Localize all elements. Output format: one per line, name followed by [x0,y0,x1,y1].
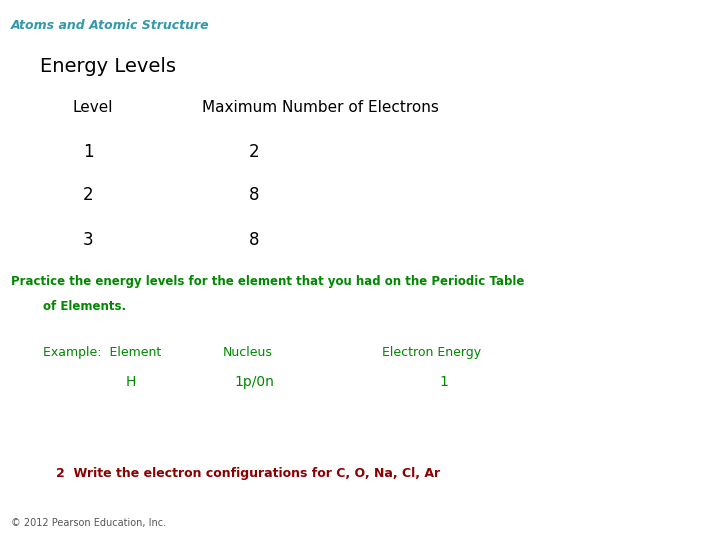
Text: Practice the energy levels for the element that you had on the Periodic Table: Practice the energy levels for the eleme… [11,275,524,288]
Text: Electron Energy: Electron Energy [382,346,481,359]
Text: Energy Levels: Energy Levels [40,57,176,76]
Text: 1: 1 [83,143,94,161]
Text: 2  Write the electron configurations for C, O, Na, Cl, Ar: 2 Write the electron configurations for … [56,467,441,480]
Text: 1p/0n: 1p/0n [234,375,274,389]
Text: Example:  Element: Example: Element [43,346,161,359]
Text: Nucleus: Nucleus [223,346,273,359]
Text: 2: 2 [83,186,94,204]
Text: of Elements.: of Elements. [43,300,126,313]
Text: H: H [126,375,136,389]
Text: 2: 2 [248,143,259,161]
Text: Maximum Number of Electrons: Maximum Number of Electrons [202,100,438,115]
Text: Atoms and Atomic Structure: Atoms and Atomic Structure [11,19,210,32]
Text: Level: Level [72,100,112,115]
Text: © 2012 Pearson Education, Inc.: © 2012 Pearson Education, Inc. [11,518,166,528]
Text: 1: 1 [439,375,448,389]
Text: 8: 8 [248,186,259,204]
Text: 8: 8 [248,231,259,249]
Text: 3: 3 [83,231,94,249]
